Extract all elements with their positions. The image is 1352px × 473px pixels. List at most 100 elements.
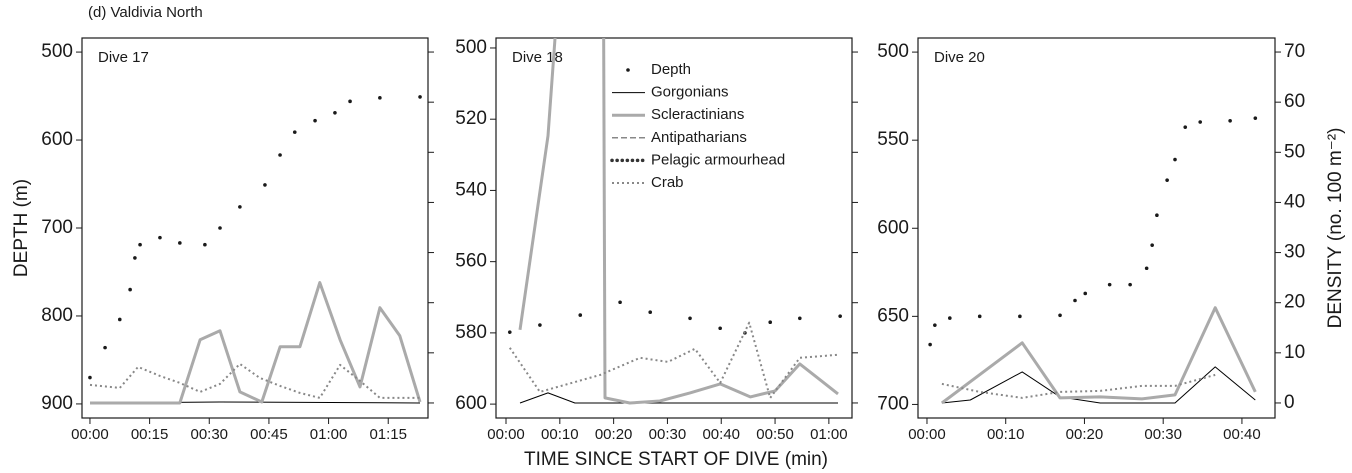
x-tick-label: 00:30 [190,426,228,443]
x-axis-label: TIME SINCE START OF DIVE (min) [524,449,828,470]
x-tick-label: 00:00 [71,426,109,443]
depth-point [138,242,142,247]
depth-point [133,256,137,260]
y2-tick-label: 20 [1284,292,1305,313]
panel-title: Dive 20 [934,49,985,66]
y2-tick-label: 0 [1284,392,1295,413]
legend-label: Pelagic armourhead [651,151,785,168]
depth-point [1144,266,1149,271]
density-line [941,373,1216,399]
y-axis-label: DEPTH (m) [11,179,32,277]
x-tick-label: 00:20 [595,426,633,443]
depth-point [333,110,337,115]
x-tick-label: 00:20 [1066,426,1104,443]
depth-point [218,226,222,230]
density-line [519,392,838,404]
x-tick-label: 00:30 [1144,426,1182,443]
data-layer [507,38,842,405]
y-tick-label: 900 [41,393,73,414]
x-tick-label: 00:00 [908,426,946,443]
depth-point [618,300,622,305]
y2-tick-label: 70 [1284,41,1305,62]
y-tick-label: 650 [877,305,909,326]
depth-point [1018,314,1022,319]
legend-label: Scleractinians [651,106,744,123]
depth-point [88,375,92,380]
depth-point [1150,243,1154,247]
depth-point [238,205,242,209]
panel: Dive 17 00:00 00:15 00:30 00:45 01:00 01:15 500… [41,37,434,443]
depth-point [718,326,722,331]
depth-point [648,310,653,315]
depth-point [948,316,952,320]
depth-point [1083,291,1088,296]
depth-point [418,95,422,99]
figure-title: (d) Valdivia North [88,4,203,21]
depth-point [507,330,512,334]
x-tick-label: 00:45 [250,426,288,443]
depth-point [977,314,982,319]
y-tick-label: 600 [41,129,73,150]
density-line [89,362,420,399]
depth-point [933,323,937,327]
y2-tick-label: 40 [1284,191,1305,212]
depth-point [278,153,282,157]
legend: Depth Gorgonians Scleractinians Antipathari… [610,61,785,191]
panel-title: Dive 18 [512,49,563,66]
y-tick-label: 700 [41,217,73,238]
legend-label: Gorgonians [651,84,729,101]
depth-point [1183,125,1188,129]
y-tick-label: 500 [41,41,73,62]
depth-point [1165,178,1169,182]
legend-label: Depth [651,61,691,78]
y-tick-label: 560 [455,251,487,272]
y-tick-label: 500 [455,37,487,58]
depth-point [1198,120,1202,124]
plot-frame [917,37,1276,419]
depth-point [538,323,542,327]
density-line [941,306,1257,405]
depth-point [117,317,122,322]
y-tick-label: 550 [877,129,909,150]
data-layer [928,116,1258,405]
legend-label: Crab [651,174,684,191]
y-tick-label: 540 [455,179,487,200]
depth-point [1173,157,1177,162]
data-layer [88,95,422,405]
panel: Dive 18 00:00 00:10 00:20 00:30 00:40 00:50 01:… [455,37,858,443]
plot-frame [81,37,429,419]
y2-tick-label: 10 [1284,342,1305,363]
y-tick-label: 500 [877,41,909,62]
y2-tick-label: 60 [1284,91,1305,112]
depth-point [263,183,267,187]
density-line [941,366,1256,404]
x-tick-label: 00:30 [649,426,687,443]
x-tick-label: 00:10 [541,426,579,443]
depth-point [313,118,317,123]
density-line [518,38,839,405]
depth-point [1155,213,1159,218]
depth-point [838,314,842,318]
x-tick-label: 01:15 [369,426,407,443]
x-tick-label: 01:00 [310,426,348,443]
y-tick-label: 600 [877,217,909,238]
legend-label: Antipatharians [651,129,747,146]
x-tick-label: 00:00 [487,426,525,443]
density-line [90,281,422,405]
depth-point [1058,313,1062,318]
legend-symbol [626,68,630,72]
depth-point [768,320,773,324]
depth-point [203,242,207,247]
x-tick-label: 00:10 [987,426,1025,443]
y-tick-label: 800 [41,305,73,326]
depth-point [348,99,352,104]
depth-point [1107,282,1112,287]
x-tick-label: 00:15 [131,426,169,443]
plot-frame [495,37,853,419]
y2-axis-label: DENSITY (no. 100 m⁻²) [1325,128,1346,329]
y2-tick-label: 30 [1284,242,1305,263]
y-tick-label: 580 [455,322,487,343]
